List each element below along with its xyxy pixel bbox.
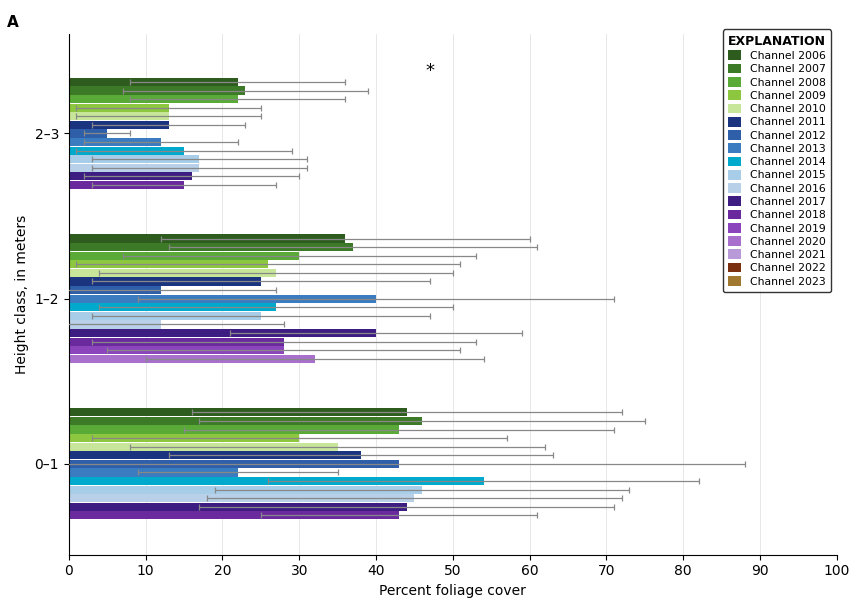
- Bar: [69, 295, 376, 303]
- Bar: [69, 95, 238, 103]
- Bar: [69, 434, 299, 442]
- Bar: [69, 425, 399, 433]
- Bar: [69, 164, 199, 172]
- Bar: [69, 269, 276, 277]
- Bar: [69, 477, 484, 485]
- Bar: [69, 251, 299, 260]
- Bar: [69, 485, 422, 493]
- Bar: [69, 261, 268, 268]
- Text: *: *: [426, 62, 434, 80]
- Bar: [69, 129, 107, 137]
- Bar: [69, 181, 184, 189]
- Bar: [69, 172, 192, 180]
- Bar: [69, 286, 161, 294]
- Bar: [69, 451, 361, 459]
- Bar: [69, 468, 238, 476]
- Bar: [69, 443, 337, 451]
- X-axis label: Percent foliage cover: Percent foliage cover: [380, 584, 526, 598]
- Bar: [69, 278, 260, 286]
- Bar: [69, 460, 399, 468]
- Bar: [69, 408, 407, 416]
- Bar: [69, 234, 345, 243]
- Bar: [69, 329, 376, 337]
- Bar: [69, 417, 422, 425]
- Bar: [69, 355, 315, 363]
- Bar: [69, 346, 284, 354]
- Text: A: A: [7, 15, 19, 30]
- Bar: [69, 86, 246, 94]
- Bar: [69, 494, 414, 502]
- Bar: [69, 112, 169, 120]
- Y-axis label: Height class, in meters: Height class, in meters: [15, 215, 29, 374]
- Bar: [69, 511, 399, 519]
- Bar: [69, 121, 169, 129]
- Bar: [69, 147, 184, 154]
- Bar: [69, 338, 284, 346]
- Legend: Channel 2006, Channel 2007, Channel 2008, Channel 2009, Channel 2010, Channel 20: Channel 2006, Channel 2007, Channel 2008…: [722, 29, 831, 292]
- Bar: [69, 78, 238, 86]
- Bar: [69, 243, 353, 251]
- Bar: [69, 104, 169, 112]
- Bar: [69, 503, 407, 511]
- Bar: [69, 312, 260, 320]
- Bar: [69, 303, 276, 311]
- Bar: [69, 155, 199, 163]
- Bar: [69, 138, 161, 146]
- Bar: [69, 321, 161, 329]
